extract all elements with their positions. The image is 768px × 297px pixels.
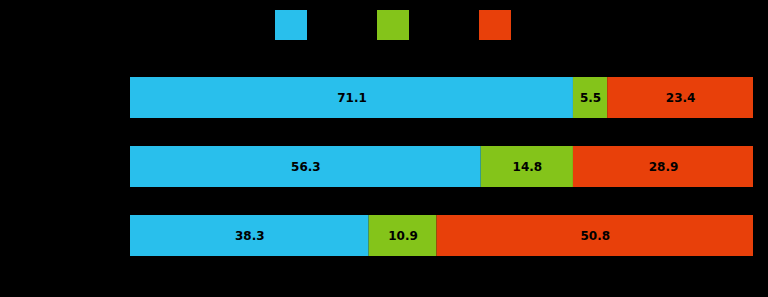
svg-text:14.8: 14.8 xyxy=(513,160,543,174)
svg-text:38.3: 38.3 xyxy=(235,229,265,243)
svg-text:56.3: 56.3 xyxy=(291,160,321,174)
svg-text:50.8: 50.8 xyxy=(580,229,610,243)
svg-text:5.5: 5.5 xyxy=(580,91,601,105)
svg-text:71.1: 71.1 xyxy=(337,91,367,105)
svg-text:28.9: 28.9 xyxy=(649,160,679,174)
svg-text:10.9: 10.9 xyxy=(388,229,418,243)
svg-text:23.4: 23.4 xyxy=(666,91,696,105)
